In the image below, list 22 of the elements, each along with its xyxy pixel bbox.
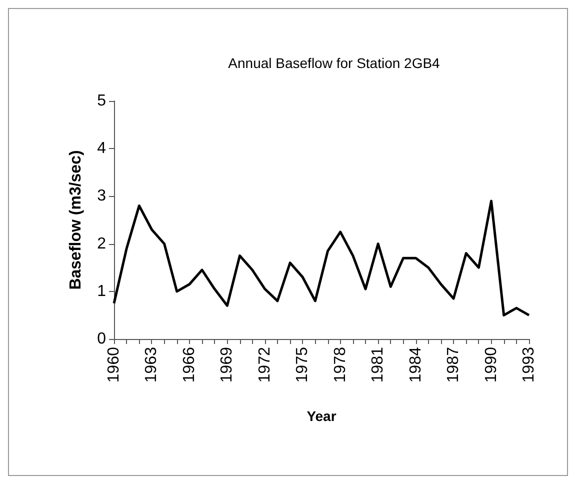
y-tick-label: 5	[97, 92, 106, 110]
x-axis-title: Year	[306, 408, 337, 424]
x-tick-label: 1984	[407, 346, 424, 383]
y-tick-label: 2	[97, 235, 106, 252]
x-tick-label: 1975	[294, 346, 312, 383]
x-tick-label: 1966	[180, 346, 198, 383]
x-tick-label: 1972	[256, 346, 274, 383]
x-tick-label: 1978	[332, 346, 349, 383]
x-tick-label: 1987	[445, 346, 462, 383]
chart-title: Annual Baseflow for Station 2GB4	[228, 55, 440, 71]
line-series	[112, 200, 530, 316]
x-tick-label: 1990	[482, 346, 500, 383]
x-tick-label: 1963	[143, 346, 160, 383]
x-tick-label: 1969	[218, 346, 236, 383]
x-tick-label: 1960	[106, 346, 122, 383]
y-tick-label: 0	[97, 330, 106, 348]
y-tick-label: 1	[97, 282, 106, 300]
y-tick-label: 3	[97, 188, 106, 205]
y-tick-label: 4	[97, 140, 106, 158]
x-tick-label: 1981	[370, 346, 387, 383]
x-tick-label: 1993	[520, 346, 538, 383]
y-axis-title: Baseflow (m3/sec)	[68, 150, 84, 290]
